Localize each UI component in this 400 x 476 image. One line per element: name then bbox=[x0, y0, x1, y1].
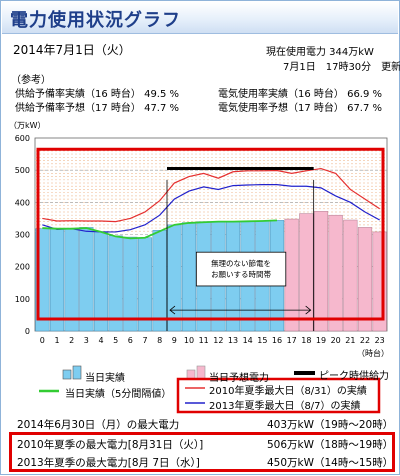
y-axis-label: （万kW） bbox=[9, 121, 46, 130]
x-tick-label: 13 bbox=[228, 336, 238, 345]
x-tick-label: 2 bbox=[69, 336, 74, 345]
reference-row-2-left: 供給予備率予想（17 時台） 47.7 % bbox=[15, 103, 180, 114]
x-tick-label: 21 bbox=[345, 336, 355, 345]
x-tick-label: 3 bbox=[84, 336, 89, 345]
annotation-text: お願いする時間帯 bbox=[211, 269, 271, 279]
x-tick-label: 16 bbox=[272, 336, 282, 345]
bar-actual bbox=[108, 235, 123, 332]
x-tick-label: 9 bbox=[172, 336, 177, 345]
legend-peak-label: ピーク時供給力 bbox=[319, 371, 389, 382]
x-tick-label: 17 bbox=[287, 336, 297, 345]
x-tick-label: 18 bbox=[301, 336, 311, 345]
bar-actual bbox=[64, 228, 79, 332]
reference-label: （参考） bbox=[11, 75, 51, 86]
y-tick-label: 0 bbox=[25, 327, 30, 336]
legend-5min-label: 当日実績（5分間隔値） bbox=[65, 389, 172, 400]
x-tick-label: 10 bbox=[184, 336, 194, 345]
legend-forecast-swatch bbox=[186, 369, 196, 380]
x-tick-label: 5 bbox=[113, 336, 118, 345]
x-tick-label: 7 bbox=[142, 336, 147, 345]
x-tick-label: 8 bbox=[157, 336, 162, 345]
legend-actual-swatch-2 bbox=[72, 365, 82, 380]
footer-row-1-label: 2014年6月30日（月）の最大電力 bbox=[17, 419, 180, 431]
reference-row-1-right: 電気使用率実績（16 時台） 66.9 % bbox=[218, 89, 383, 100]
bar-actual bbox=[181, 222, 197, 332]
footer-row-3-value: 450万kW（14時〜15時） bbox=[267, 457, 394, 469]
footer-row-2-value: 506万kW（18時〜19時） bbox=[267, 439, 394, 451]
x-tick-label: 6 bbox=[128, 336, 133, 345]
current-usage: 現在使用電力 344万kW bbox=[266, 47, 374, 58]
bar-actual bbox=[137, 237, 153, 332]
x-tick-label: 1 bbox=[54, 336, 59, 345]
y-tick-label: 400 bbox=[15, 198, 30, 207]
title-bar: 電力使用状況グラフ bbox=[2, 2, 398, 34]
page-title: 電力使用状況グラフ bbox=[10, 10, 181, 31]
x-tick-label: 20 bbox=[331, 336, 341, 345]
footer-row-2-label: 2010年夏季の最大電力[8月31日（火）] bbox=[17, 439, 204, 451]
x-tick-label: 23 bbox=[375, 336, 385, 345]
bar-actual bbox=[79, 227, 94, 332]
bar-actual bbox=[123, 236, 138, 332]
annotation-arrow-head-right bbox=[305, 305, 312, 315]
bar-actual bbox=[152, 230, 167, 332]
footer-row-3-label: 2013年夏季の最大電力[8月 7日（水）] bbox=[17, 457, 200, 469]
y-tick-label: 300 bbox=[15, 231, 30, 240]
y-tick-label: 600 bbox=[15, 134, 30, 143]
bar-forecast bbox=[284, 218, 299, 332]
updated-time: 7月1日 17時30分 更新 bbox=[283, 62, 400, 73]
x-tick-label: 14 bbox=[243, 336, 253, 345]
bar-forecast bbox=[357, 227, 373, 332]
y-tick-label: 500 bbox=[15, 166, 30, 175]
chart-highlight-box bbox=[36, 147, 385, 321]
annotation-text: 無理のない節電を bbox=[211, 258, 271, 268]
annotation-box bbox=[195, 251, 287, 287]
footer-row-1-value: 403万kW（19時〜20時） bbox=[267, 419, 394, 431]
x-axis-label: （時台） bbox=[357, 348, 389, 358]
bar-forecast bbox=[299, 213, 314, 332]
series-2010-line bbox=[42, 167, 380, 223]
bar-forecast bbox=[313, 211, 329, 332]
legend-2013-label: 2013年夏季最大日（8/7）の実績 bbox=[209, 401, 361, 412]
date-label: 2014年7月1日（火） bbox=[13, 43, 131, 57]
bar-forecast bbox=[328, 214, 343, 332]
x-tick-label: 0 bbox=[40, 336, 45, 345]
x-tick-label: 22 bbox=[360, 336, 370, 345]
x-tick-label: 19 bbox=[316, 336, 326, 345]
reference-row-2-right: 電気使用率予想（17 時台） 67.7 % bbox=[218, 103, 383, 114]
bar-forecast bbox=[343, 219, 358, 332]
power-usage-chart: 0100200300400500600（万kW）無理のない節電をお願いする時間帯… bbox=[9, 121, 389, 358]
y-tick-label: 200 bbox=[15, 263, 30, 272]
x-tick-label: 12 bbox=[213, 336, 223, 345]
series-5min-line bbox=[42, 219, 278, 240]
annotation-arrow-head-left bbox=[169, 305, 176, 315]
y-tick-label: 100 bbox=[15, 295, 30, 304]
x-tick-label: 4 bbox=[98, 336, 103, 345]
legend-2010-label: 2010年夏季最大日（8/31）の実績 bbox=[209, 386, 367, 397]
legend-forecast-label: 当日予想電力 bbox=[209, 373, 269, 384]
legend-actual-swatch bbox=[62, 369, 72, 380]
x-tick-label: 11 bbox=[199, 336, 209, 345]
legend-actual-label: 当日実績 bbox=[85, 373, 125, 384]
bar-actual bbox=[167, 224, 182, 332]
reference-row-1-left: 供給予備率実績（16 時台） 49.5 % bbox=[15, 89, 180, 100]
x-tick-label: 15 bbox=[257, 336, 267, 345]
footer-highlight-box bbox=[9, 432, 395, 472]
bar-actual bbox=[49, 228, 65, 332]
bar-actual bbox=[93, 231, 109, 332]
legend-forecast-swatch-2 bbox=[196, 365, 206, 380]
